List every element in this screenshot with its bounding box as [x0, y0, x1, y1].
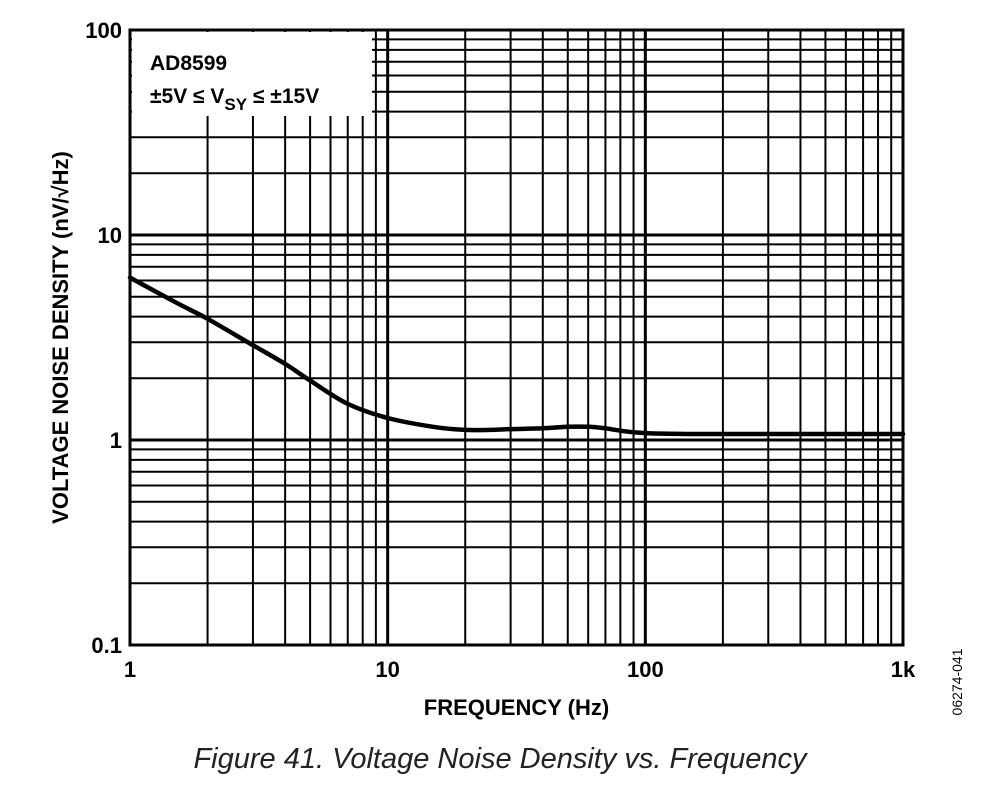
noise-density-series-line — [127, 275, 906, 437]
figure-id: 06274-041 — [949, 648, 965, 715]
x-tick-label: 100 — [627, 657, 664, 682]
y-tick-label: 0.1 — [91, 633, 122, 658]
x-tick-label: 10 — [375, 657, 399, 682]
plot-frame — [128, 28, 905, 647]
legend-supply-label: ±5V ≤ VSY ≤ ±15V — [150, 85, 319, 114]
legend-supply-prefix: ±5V ≤ V — [150, 85, 224, 108]
legend-supply-subscript: SY — [224, 95, 247, 114]
legend-box — [132, 32, 372, 116]
y-tick-label: 10 — [98, 223, 122, 248]
x-tick-label: 1 — [124, 657, 136, 682]
x-tick-label: 1k — [891, 657, 916, 682]
legend-supply-suffix: ≤ ±15V — [247, 85, 319, 108]
y-tick-label: 100 — [85, 18, 122, 43]
grid — [130, 30, 903, 645]
series-layer — [127, 275, 906, 437]
x-axis-label: FREQUENCY (Hz) — [424, 695, 609, 720]
legend-device-label: AD8599 — [150, 52, 227, 75]
y-tick-label: 1 — [110, 428, 122, 453]
y-axis-label: VOLTAGE NOISE DENSITY (nV/√Hz) — [48, 151, 73, 524]
figure-caption: Figure 41. Voltage Noise Density vs. Fre… — [193, 743, 808, 775]
